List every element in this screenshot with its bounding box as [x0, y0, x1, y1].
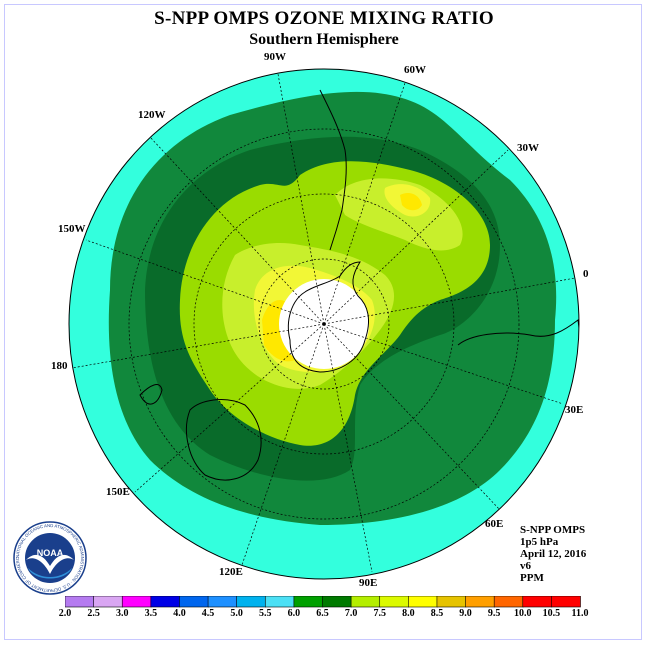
coast-australia: [186, 399, 262, 481]
color-scale-swatch-0: [65, 596, 95, 608]
color-scale-bar: [65, 596, 581, 608]
color-scale-tick-17: 10.5: [542, 608, 561, 619]
lon-label-0: 0: [583, 268, 589, 280]
color-scale-tick-8: 6.0: [287, 608, 301, 619]
coast-africa: [457, 319, 579, 431]
color-scale-swatch-14: [465, 596, 495, 608]
coast-new-zealand: [139, 384, 163, 405]
lon-label-90w: 90W: [264, 51, 286, 63]
color-scale-tick-1: 2.5: [87, 608, 100, 619]
noaa-logo-text: NOAA: [37, 548, 64, 558]
color-scale-tick-5: 4.5: [201, 608, 215, 619]
color-scale-tick-15: 9.5: [487, 608, 501, 619]
lon-label-120w: 120W: [138, 109, 166, 121]
color-scale-swatch-11: [379, 596, 410, 608]
noaa-seagull-icon: [26, 554, 74, 574]
coast-south-america: [319, 89, 347, 251]
color-scale-swatch-17: [551, 596, 581, 608]
color-scale-swatch-15: [493, 596, 524, 608]
color-scale-swatch-6: [236, 596, 267, 608]
color-scale-tick-6: 5.0: [230, 608, 243, 619]
color-scale-tick-16: 10.0: [514, 608, 532, 619]
color-scale-swatch-5: [207, 596, 238, 608]
color-scale-tick-13: 8.5: [430, 608, 444, 619]
color-scale-swatch-16: [522, 596, 553, 608]
south-pole-dot: [322, 322, 326, 326]
color-scale-tick-18: 11.0: [571, 608, 589, 619]
color-scale-swatch-2: [121, 596, 152, 608]
lon-label-90e: 90E: [359, 577, 378, 589]
map-title: S-NPP OMPS OZONE MIXING RATIO: [154, 8, 494, 29]
color-scale-swatch-1: [93, 596, 124, 608]
color-scale-tick-7: 5.5: [259, 608, 272, 619]
lon-label-150e: 150E: [106, 486, 130, 498]
color-scale-swatch-8: [293, 596, 324, 608]
coast-antarctica: [287, 261, 369, 373]
color-scale-swatch-13: [436, 596, 467, 608]
map-subtitle: Southern Hemisphere: [249, 31, 399, 48]
graticule: [71, 73, 576, 573]
instrument-label: S-NPP OMPS: [520, 524, 586, 536]
version-label: v6: [520, 560, 531, 572]
date-label: April 12, 2016: [520, 548, 587, 560]
color-scale-swatch-3: [150, 596, 181, 608]
units-label: PPM: [520, 572, 544, 584]
color-scale-tick-10: 7.0: [344, 608, 358, 619]
lon-label-60w: 60W: [404, 64, 426, 76]
color-scale-swatch-4: [179, 596, 209, 608]
color-scale-swatch-7: [264, 596, 295, 608]
color-scale-swatch-10: [350, 596, 381, 608]
pressure-level-label: 1p5 hPa: [520, 536, 559, 548]
color-scale-tick-4: 4.0: [173, 608, 186, 619]
lon-label-120e: 120E: [219, 566, 243, 578]
lon-label-30e: 30E: [565, 404, 584, 416]
lon-label-30w: 30W: [517, 142, 539, 154]
lon-label-180: 180: [51, 360, 68, 372]
color-scale-tick-0: 2.0: [58, 608, 72, 619]
color-scale-tick-14: 9.0: [459, 608, 472, 619]
color-scale-tick-3: 3.5: [144, 608, 158, 619]
map-outline: [68, 68, 580, 580]
color-scale-tick-11: 7.5: [373, 608, 386, 619]
contour-8-5: [262, 193, 422, 362]
lon-label-150w: 150W: [58, 223, 86, 235]
color-scale-tick-12: 8.0: [402, 608, 415, 619]
color-scale-tick-2: 3.0: [115, 608, 129, 619]
noaa-logo: NOAA NATIONAL OCEANIC AND ATMOSPHERIC AD…: [12, 520, 87, 595]
figure-frame: [4, 4, 642, 640]
metadata-block: S-NPP OMPS 1p5 hPa April 12, 2016 v6 PPM: [520, 524, 586, 584]
lon-label-60e: 60E: [485, 518, 504, 530]
color-scale-swatch-9: [322, 596, 352, 608]
color-scale-swatch-12: [408, 596, 438, 608]
color-scale-tick-9: 6.5: [316, 608, 329, 619]
